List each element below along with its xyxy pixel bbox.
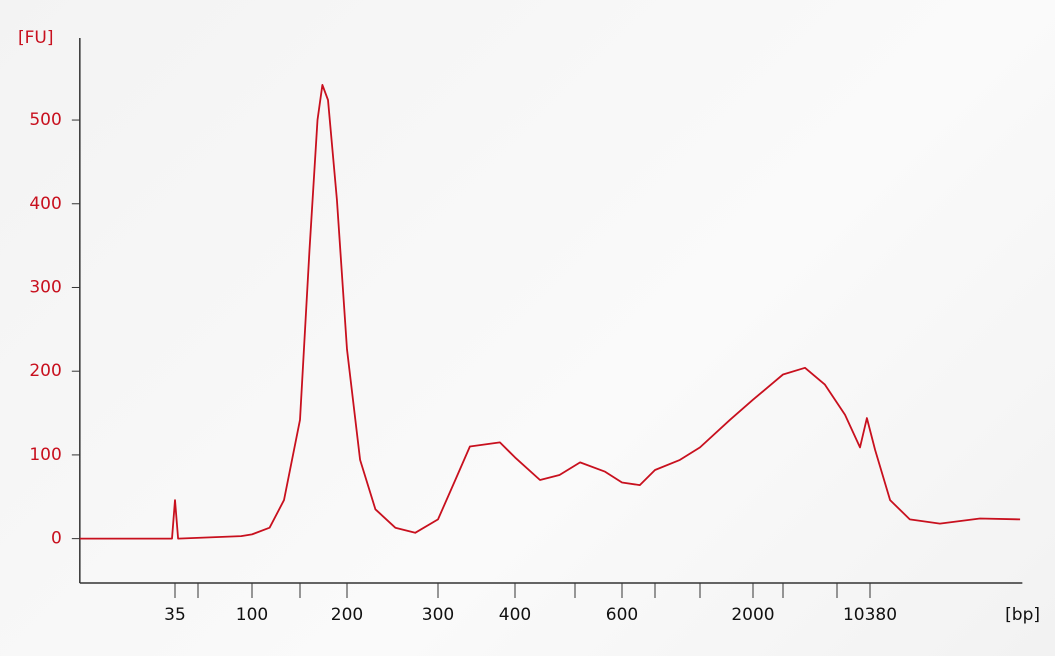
y-tick-label: 500 <box>29 110 61 130</box>
y-tick-label: 0 <box>51 529 62 549</box>
y-tick-label: 100 <box>29 445 61 465</box>
trace <box>79 84 1021 540</box>
y-tick-label: 300 <box>29 277 61 297</box>
x-tick-label: 200 <box>331 605 363 625</box>
x-tick-label: 400 <box>499 605 531 625</box>
y-axis-label: [FU] <box>18 28 54 48</box>
x-tick-label: 35 <box>164 605 186 625</box>
y-tick-label: 400 <box>29 194 61 214</box>
x-tick-label: 600 <box>606 605 638 625</box>
x-tick-label: 2000 <box>731 605 774 625</box>
x-tick-label: 300 <box>422 605 454 625</box>
x-tick-label: 100 <box>236 605 268 625</box>
y-tick-label: 200 <box>29 361 61 381</box>
x-axis-label: [bp] <box>1005 605 1040 625</box>
x-tick-label: 10380 <box>843 605 897 625</box>
